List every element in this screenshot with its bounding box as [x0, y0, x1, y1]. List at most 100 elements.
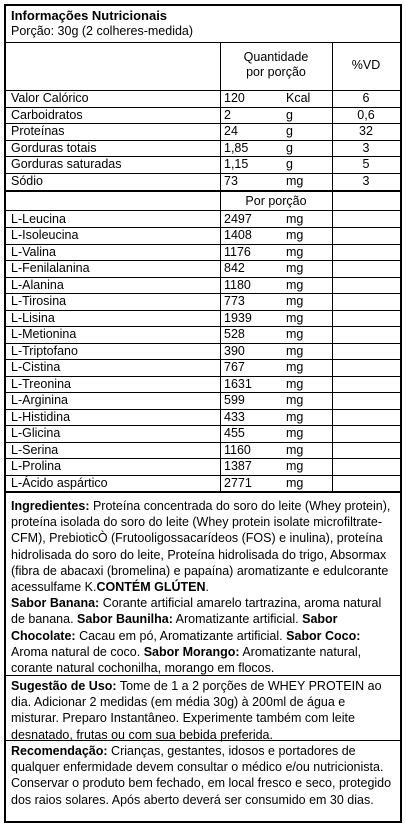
amino-acid-name: L-Prolina [11, 458, 61, 474]
nutrient-value: 2 [224, 107, 231, 123]
nutrient-value: 24 [224, 123, 238, 139]
nutrient-unit: g [286, 156, 293, 172]
column-divider [220, 42, 221, 190]
amino-acid-value: 842 [224, 260, 245, 276]
nutrient-unit: Kcal [286, 90, 310, 106]
amino-acid-name: L-Ácido aspártico [11, 475, 108, 491]
amino-acid-value: 1408 [224, 227, 252, 243]
amino-acid-name: L-Leucina [11, 211, 66, 227]
nutrient-name: Proteínas [11, 123, 65, 139]
amino-acid-value: 390 [224, 343, 245, 359]
amino-acid-name: L-Valina [11, 244, 56, 260]
section-divider [6, 675, 400, 676]
amino-acid-name: L-Tirosina [11, 293, 66, 309]
nutrition-facts-table: Informações Nutricionais Porção: 30g (2 … [4, 4, 402, 823]
amino-acid-value: 599 [224, 392, 245, 408]
flavor-label: Sabor Coco: [286, 629, 360, 643]
flavor-text: Cacau em pó, Aromatizante artificial. [76, 629, 287, 643]
amino-acid-value: 767 [224, 359, 245, 375]
nutrient-unit: g [286, 140, 293, 156]
amino-acid-name: L-Glicina [11, 425, 60, 441]
nutrient-unit: mg [286, 173, 303, 189]
nutrient-vd: 3 [332, 173, 400, 189]
amino-acid-unit: mg [286, 310, 303, 326]
amino-acid-row: L-Ácido aspártico 2771 mg [6, 475, 400, 492]
amino-acid-value: 2497 [224, 211, 252, 227]
recommendation-section: Recomendação: Crianças, gestantes, idoso… [11, 743, 395, 808]
flavor-label: Sabor Banana: [11, 596, 99, 610]
amino-acid-row: L-Glicina 455 mg [6, 425, 400, 442]
amino-column-header: Por porção [220, 193, 332, 209]
nutrient-value: 73 [224, 173, 238, 189]
nutrient-unit: g [286, 107, 293, 123]
amino-acid-row: L-Fenilalanina 842 mg [6, 260, 400, 277]
amino-acid-unit: mg [286, 359, 303, 375]
nutrient-row: Carboidratos 2 g 0,6 [6, 107, 400, 124]
flavor-label: Sabor Morango: [144, 645, 240, 659]
amino-acid-row: L-Cistina 767 mg [6, 359, 400, 376]
nutrient-value: 1,85 [224, 140, 248, 156]
amino-acid-value: 528 [224, 326, 245, 342]
amino-acid-unit: mg [286, 425, 303, 441]
column-divider [332, 42, 333, 190]
amino-acid-name: L-Fenilalanina [11, 260, 90, 276]
amino-acid-unit: mg [286, 277, 303, 293]
nutrient-vd: 0,6 [332, 107, 400, 123]
flavors-list: Sabor Banana: Corante artificial amarelo… [11, 596, 381, 675]
nutrient-value: 120 [224, 90, 245, 106]
amino-acid-row: L-Histidina 433 mg [6, 409, 400, 426]
nutrient-name: Carboidratos [11, 107, 83, 123]
column-divider [332, 192, 333, 492]
ingredients-section: Ingredientes: Proteína concentrada do so… [11, 498, 395, 676]
amino-acid-value: 1631 [224, 376, 252, 392]
quantity-header-line2: por porção [220, 65, 332, 80]
amino-acid-unit: mg [286, 343, 303, 359]
amino-acid-unit: mg [286, 458, 303, 474]
section-divider [6, 740, 400, 741]
amino-acid-name: L-Treonina [11, 376, 71, 392]
amino-acid-row: L-Leucina 2497 mg [6, 211, 400, 228]
flavor-label: Sabor Baunilha: [77, 612, 173, 626]
amino-acid-row: L-Arginina 599 mg [6, 392, 400, 409]
nutrient-row: Gorduras totais 1,85 g 3 [6, 140, 400, 157]
amino-acid-name: L-Alanina [11, 277, 64, 293]
amino-acid-value: 1939 [224, 310, 252, 326]
quantity-column-header: Quantidade por porção [220, 50, 332, 80]
amino-acid-row: L-Triptofano 390 mg [6, 343, 400, 360]
amino-acid-name: L-Serina [11, 442, 58, 458]
amino-acid-name: L-Isoleucina [11, 227, 78, 243]
amino-acid-row: L-Alanina 1180 mg [6, 277, 400, 294]
portion-size: Porção: 30g (2 colheres-medida) [11, 24, 193, 38]
nutrient-row: Sódio 73 mg 3 [6, 173, 400, 190]
amino-acid-unit: mg [286, 227, 303, 243]
nutrient-vd: 3 [332, 140, 400, 156]
amino-acid-unit: mg [286, 376, 303, 392]
amino-acid-value: 1176 [224, 244, 251, 260]
nutrient-unit: g [286, 123, 293, 139]
amino-acid-row: L-Tirosina 773 mg [6, 293, 400, 310]
amino-acid-unit: mg [286, 392, 303, 408]
amino-acid-value: 1160 [224, 442, 251, 458]
nutrient-name: Sódio [11, 173, 43, 189]
section-divider [6, 491, 400, 493]
amino-acid-value: 1387 [224, 458, 252, 474]
amino-acid-unit: mg [286, 244, 303, 260]
nutrient-vd: 6 [332, 90, 400, 106]
amino-acid-unit: mg [286, 442, 303, 458]
nutrient-vd: 5 [332, 156, 400, 172]
amino-acid-row: L-Serina 1160 mg [6, 442, 400, 459]
amino-acid-row: L-Metionina 528 mg [6, 326, 400, 343]
amino-acid-value: 455 [224, 425, 245, 441]
column-headers: Quantidade por porção %VD [6, 42, 400, 91]
nutrient-name: Valor Calórico [11, 90, 89, 106]
nutrient-row: Valor Calórico 120 Kcal 6 [6, 90, 400, 107]
amino-acid-value: 773 [224, 293, 245, 309]
nutrient-row: Gorduras saturadas 1,15 g 5 [6, 156, 400, 173]
amino-acid-unit: mg [286, 260, 303, 276]
amino-acid-value: 1180 [224, 277, 251, 293]
amino-acid-row: L-Prolina 1387 mg [6, 458, 400, 475]
section-divider [6, 190, 400, 192]
amino-acid-unit: mg [286, 475, 303, 491]
amino-acid-name: L-Arginina [11, 392, 68, 408]
usage-section: Sugestão de Uso: Tome de 1 a 2 porções d… [11, 678, 395, 743]
